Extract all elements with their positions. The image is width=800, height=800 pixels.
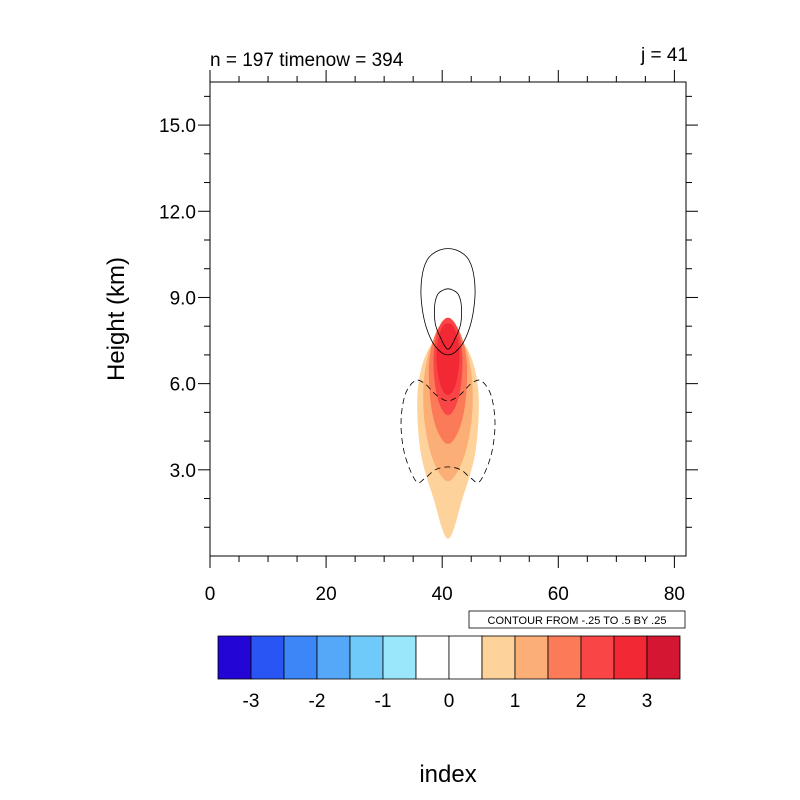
colorbar-label: 0: [444, 691, 455, 712]
contour-info-text: CONTOUR FROM -.25 TO .5 BY .25: [488, 615, 667, 627]
colorbar-box: [481, 635, 516, 680]
colorbar-box: [283, 635, 318, 680]
colorbar-box: [415, 635, 450, 680]
colorbar-label: 1: [510, 691, 521, 712]
contour-line-0: [420, 248, 476, 356]
colorbar-box: [580, 635, 615, 680]
colorbar-label: 3: [642, 691, 653, 712]
colorbar: [217, 635, 681, 680]
colorbar-box: [382, 635, 417, 680]
colorbar-label: -1: [375, 691, 392, 712]
title-left: n = 197 timenow = 394: [210, 50, 404, 71]
colorbar-box: [448, 635, 483, 680]
colorbar-box: [316, 635, 351, 680]
axis-ticks: 0 20 40 60 80 3.0 6.0 9.0 12.0 15.0: [159, 70, 698, 605]
colorbar-box: [646, 635, 681, 680]
y-tick-label: 9.0: [170, 288, 196, 309]
x-tick-label: 0: [205, 584, 216, 605]
colorbar-labels: -3 -2 -1 0 1 2 3: [243, 691, 653, 712]
filled-contours: [417, 317, 479, 539]
colorbar-label: 2: [576, 691, 587, 712]
contour-line-2: [400, 379, 496, 484]
colorbar-label: -3: [243, 691, 260, 712]
x-tick-label: 20: [316, 584, 337, 605]
plot-frame: [209, 81, 687, 557]
contour-info-box: [468, 610, 686, 629]
y-axis-label: Height (km): [103, 257, 130, 381]
title-right: j = 41: [640, 45, 688, 66]
x-tick-label: 40: [432, 584, 453, 605]
contour-lines: [400, 248, 496, 484]
colorbar-box: [250, 635, 285, 680]
colorbar-box: [547, 635, 582, 680]
y-tick-label: 6.0: [170, 375, 196, 396]
contour-line-1: [434, 288, 462, 350]
y-tick-label: 3.0: [170, 461, 196, 482]
colorbar-box: [514, 635, 549, 680]
x-tick-label: 60: [548, 584, 569, 605]
colorbar-box: [349, 635, 384, 680]
x-axis-label: index: [419, 761, 476, 788]
colorbar-box: [613, 635, 648, 680]
colorbar-label: -2: [309, 691, 326, 712]
y-tick-label: 15.0: [159, 116, 196, 137]
y-tick-label: 12.0: [159, 202, 196, 223]
colorbar-box: [217, 635, 252, 680]
x-tick-label: 80: [664, 584, 685, 605]
